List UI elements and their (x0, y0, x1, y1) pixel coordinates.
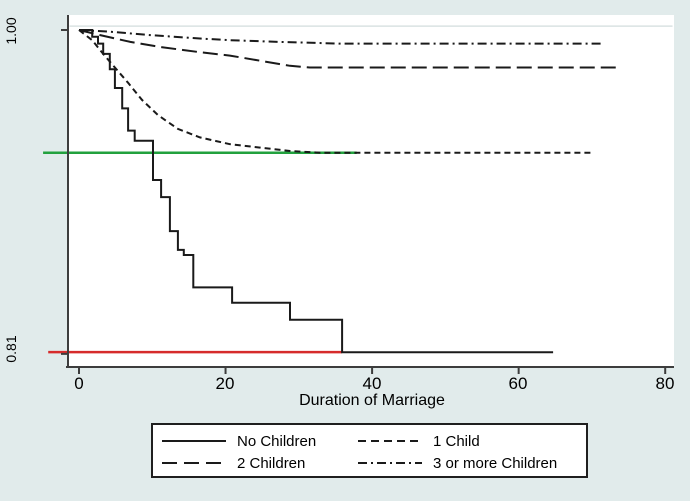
plot-area (68, 15, 674, 367)
series-no-children (79, 29, 554, 354)
legend-row-1: No Children 1 Child (153, 430, 586, 452)
series-3-or-more-children (78, 29, 603, 45)
x-axis-tick-label-0: 0 (74, 374, 84, 393)
legend-label: No Children (237, 432, 317, 450)
legend-row-2: 2 Children 3 or more Children (153, 452, 586, 474)
short-dash-line-sample-icon (358, 440, 422, 442)
x-axis-title: Duration of Marriage (299, 392, 445, 409)
long-dash-line-sample-icon (162, 462, 226, 464)
legend-label: 1 Child (433, 432, 480, 450)
x-axis-tick-label-80: 80 (655, 374, 675, 393)
legend-label: 2 Children (237, 454, 306, 472)
legend-item-1-child: 1 Child (358, 433, 480, 450)
legend-item-no-children: No Children (153, 433, 358, 450)
y-axis-tick-label-bottom: 0.81 (3, 335, 19, 363)
legend-label: 3 or more Children (433, 454, 558, 472)
x-axis-tick-label-40: 40 (362, 374, 382, 393)
solid-line-sample-icon (162, 440, 226, 442)
x-axis-tick-label-60: 60 (508, 374, 528, 393)
legend-item-3-or-more-children: 3 or more Children (358, 455, 557, 472)
series-1-child (78, 29, 591, 154)
series-2-children (78, 29, 619, 69)
x-axis-tick-label-20: 20 (215, 374, 235, 393)
dash-dot-line-sample-icon (358, 462, 422, 464)
y-axis-tick-label-top: 1.00 (3, 17, 19, 45)
legend-item-2-children: 2 Children (153, 455, 358, 472)
legend-box: No Children 1 Child 2 Children 3 or more… (151, 423, 588, 478)
